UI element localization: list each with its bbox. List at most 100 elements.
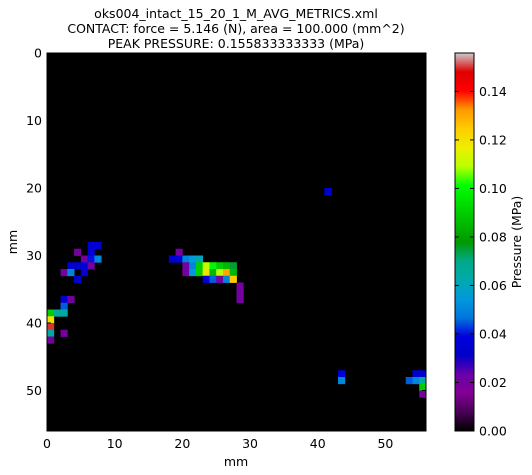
heatmap-cell — [419, 377, 427, 385]
heatmap-cell — [60, 309, 68, 317]
heatmap-cell — [202, 275, 210, 283]
heatmap-cell — [189, 255, 197, 263]
colorbar-label: Pressure (MPa) — [509, 196, 524, 289]
colorbar-tick-label: 0.00 — [479, 424, 507, 439]
heatmap-cell — [216, 262, 224, 270]
heatmap-cell — [60, 296, 68, 304]
colorbar-tick-label: 0.08 — [479, 229, 507, 244]
heatmap-cell — [87, 248, 95, 256]
heatmap-cell — [202, 269, 210, 277]
x-axis-ticks: 0 10 20 30 40 50 — [43, 53, 393, 451]
heatmap-cell — [222, 269, 231, 277]
heatmap-cell — [94, 255, 102, 263]
heatmap-cell — [216, 269, 224, 277]
heatmap-cell — [87, 242, 95, 250]
heatmap-cell — [182, 269, 190, 277]
heatmap-cell — [216, 275, 224, 283]
colorbar — [454, 52, 475, 432]
heatmap-cell — [74, 248, 82, 256]
heatmap-cell — [175, 248, 183, 256]
heatmap-cell — [74, 275, 82, 283]
heatmap-cell — [229, 275, 237, 283]
heatmap-cell — [74, 262, 82, 270]
heatmap-cell — [53, 309, 61, 317]
y-tick-label: 50 — [26, 383, 42, 398]
heatmap-cell — [324, 188, 332, 196]
heatmap-cell — [182, 262, 190, 270]
heatmap-cell — [80, 255, 89, 263]
heatmap-cell — [60, 302, 68, 310]
y-tick-label: 20 — [26, 181, 42, 196]
heatmap-cell — [209, 269, 217, 277]
heatmap-cell — [168, 255, 176, 263]
heatmap-cell — [412, 370, 420, 378]
heatmap-cell — [182, 255, 190, 263]
colorbar-tick-label: 0.14 — [479, 84, 507, 99]
heatmap-cell — [189, 269, 197, 277]
y-tick-label: 0 — [34, 46, 42, 61]
x-axis-label: mm — [224, 454, 248, 469]
heatmap-cell — [412, 377, 420, 385]
heatmap-cell — [236, 282, 244, 290]
heatmap-cell — [60, 329, 68, 337]
heatmap-cell — [419, 370, 427, 378]
heatmap-cell — [236, 289, 244, 297]
heatmap-cell — [189, 262, 197, 270]
y-axis-ticks: 0 10 20 30 40 50 — [26, 46, 426, 398]
title-line-1: oks004_intact_15_20_1_M_AVG_METRICS.xml — [94, 6, 378, 21]
heatmap-cell — [222, 262, 231, 270]
heatmap-cell — [47, 329, 55, 337]
heatmap-cell — [419, 390, 427, 398]
x-tick-label: 0 — [43, 436, 51, 451]
heatmap-cell — [94, 242, 102, 250]
heatmap-cell — [80, 269, 89, 277]
heatmap-cell — [229, 269, 237, 277]
heatmap-cell — [67, 269, 75, 277]
plot-frame — [46, 52, 427, 432]
colorbar-tick-label: 0.04 — [479, 326, 507, 341]
y-tick-label: 30 — [26, 248, 42, 263]
colorbar-tick-label: 0.12 — [479, 132, 507, 147]
heatmap-cell — [47, 316, 55, 324]
y-tick-label: 10 — [26, 113, 42, 128]
heatmap-cell — [338, 370, 346, 378]
x-tick-label: 10 — [107, 436, 123, 451]
x-tick-label: 50 — [377, 436, 393, 451]
heatmap-cell — [209, 262, 217, 270]
heatmap-cell — [419, 383, 427, 391]
heatmap-cell — [47, 336, 55, 344]
colorbar-tick-label: 0.10 — [479, 181, 507, 196]
x-tick-label: 30 — [242, 436, 258, 451]
heatmap-cell — [80, 262, 89, 270]
heatmap-cell — [60, 269, 68, 277]
colorbar-ticks: 0.00 0.02 0.04 0.06 0.08 0.10 0.12 0.14 — [455, 84, 507, 439]
colorbar-tick-label: 0.02 — [479, 375, 507, 390]
heatmap-cell — [195, 255, 204, 263]
chart-title: oks004_intact_15_20_1_M_AVG_METRICS.xml … — [67, 6, 404, 51]
heatmap-cell — [87, 255, 95, 263]
title-line-3: PEAK PRESSURE: 0.155833333333 (MPa) — [108, 36, 365, 51]
heatmap-cell — [209, 275, 217, 283]
heatmap-cell — [229, 262, 237, 270]
heatmap-cells — [47, 188, 427, 398]
heatmap-cell — [338, 377, 346, 385]
heatmap-cell — [67, 262, 75, 270]
heatmap-cell — [405, 377, 413, 385]
colorbar-tick-label: 0.06 — [479, 278, 507, 293]
heatmap-cell — [175, 255, 183, 263]
x-tick-label: 20 — [174, 436, 190, 451]
heatmap-cell — [87, 262, 95, 270]
heatmap-cell — [236, 296, 244, 304]
y-axis-label: mm — [5, 230, 20, 254]
heatmap-cell — [67, 296, 75, 304]
x-tick-label: 40 — [310, 436, 326, 451]
heatmap-cell — [195, 269, 204, 277]
heatmap-cell — [195, 262, 204, 270]
y-tick-label: 40 — [26, 316, 42, 331]
heatmap-cell — [202, 262, 210, 270]
heatmap-cell — [47, 323, 55, 331]
heatmap-cell — [47, 309, 55, 317]
plot-background — [47, 53, 426, 431]
title-line-2: CONTACT: force = 5.146 (N), area = 100.0… — [67, 21, 404, 36]
